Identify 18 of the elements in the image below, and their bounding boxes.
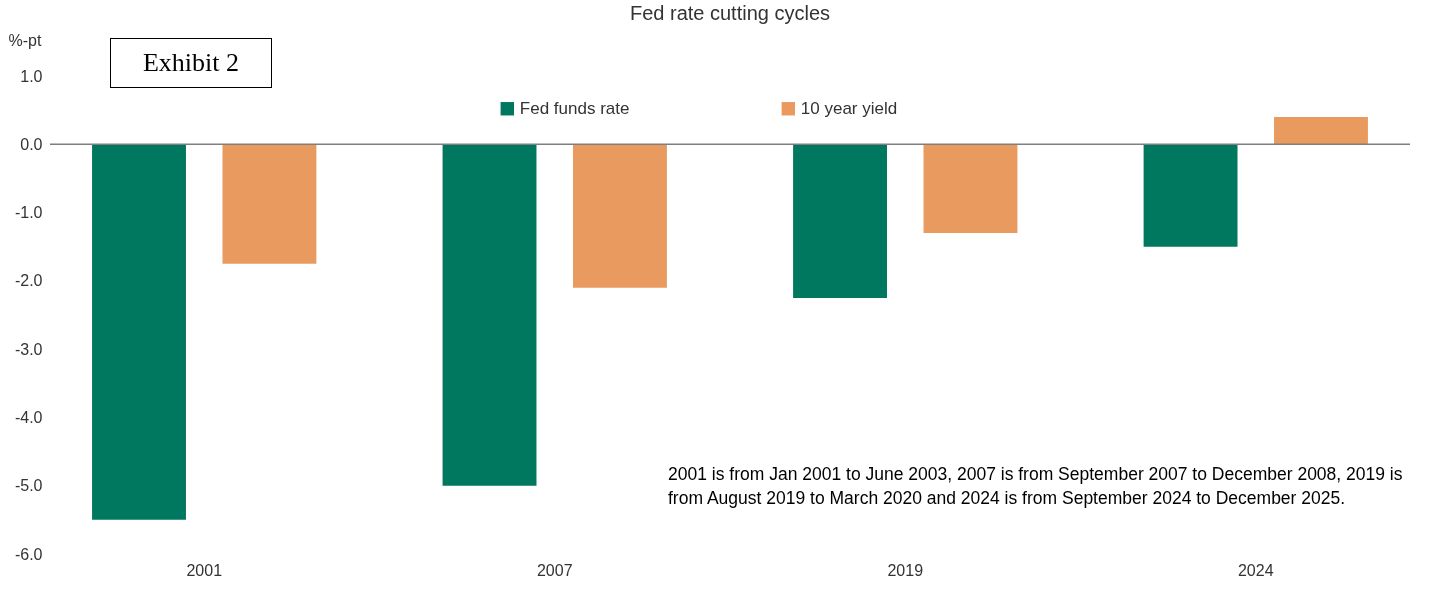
y-tick-label: 1.0 — [20, 67, 43, 85]
y-tick-label: -5.0 — [14, 477, 43, 495]
annotation: Exhibit 2 — [110, 38, 272, 88]
y-tick-label: -4.0 — [14, 408, 43, 426]
y-tick-label: 0.0 — [20, 135, 43, 153]
x-tick-label: 2024 — [1237, 561, 1274, 579]
y-tick-label: -2.0 — [14, 272, 43, 290]
legend-label: Fed funds rate — [519, 98, 630, 118]
legend-label: 10 year yield — [800, 98, 898, 118]
x-tick-label: 2007 — [536, 561, 573, 579]
x-tick-label: 2019 — [887, 561, 924, 579]
x-tick-label: 2001 — [186, 561, 223, 579]
y-tick-label: -6.0 — [14, 545, 43, 563]
y-tick-label: -1.0 — [14, 204, 43, 222]
y-axis-title: %-pt — [8, 31, 42, 49]
annotation: 2001 is from Jan 2001 to June 2003, 2007 is from September 2007 to December 2008, 2019 is from August 2019 to March 2020 and 2024 is from September 2024 to December 2025. — [668, 463, 1404, 510]
y-tick-label: -3.0 — [14, 340, 43, 358]
chart-title: Fed rate cutting cycles — [629, 2, 831, 24]
